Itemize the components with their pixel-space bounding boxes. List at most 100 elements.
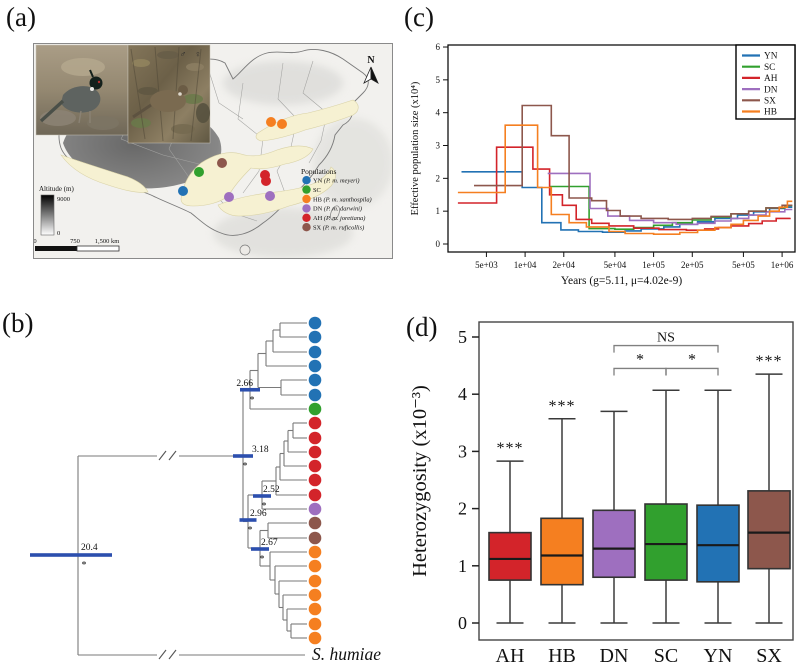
break-slash (158, 649, 167, 660)
scalebar-black-segment (35, 246, 77, 251)
tree-tip-SC (308, 402, 322, 416)
legend-label-HB: HB (764, 108, 777, 118)
map-panel: Altitude (m) 9000 0 0 750 1,500 km N ♂ ♀ Populati… (33, 43, 393, 259)
north-label: N (367, 55, 375, 66)
panel-d-label: (d) (406, 312, 438, 342)
node-support-n267: * (260, 554, 265, 565)
node-support-n318: * (243, 461, 248, 472)
root-age-bar (30, 553, 112, 557)
node-age-label-n252: 2.52 (263, 485, 280, 495)
female-photo (127, 44, 211, 144)
node-support-n296: * (248, 525, 253, 536)
tree-tip-SX (308, 531, 322, 545)
branch-break-marks (158, 450, 177, 660)
altitude-min-label: 0 (57, 230, 60, 237)
box-SC (644, 503, 688, 581)
heterozygosity-boxplot-panel: 0 1 2 3 4 5 Heterozygosity (x10⁻³) *** AH *** HB DN… (409, 321, 794, 667)
scalebar-0-label: 0 (33, 238, 36, 245)
sig-bracket-2 (613, 344, 719, 353)
x-tick-label: 1e+05 (642, 260, 665, 270)
taiwan-island (330, 205, 340, 221)
tree-tip-DN (308, 502, 322, 516)
node-age-bar-n318 (233, 454, 253, 458)
legend-label-YN: YN (764, 52, 778, 62)
male-bird-silhouette (61, 86, 101, 113)
female-bird-silhouette (132, 85, 188, 119)
chart-legend-box (735, 44, 796, 120)
altitude-max-label: 9000 (57, 196, 70, 203)
x-tick-label: 2e+04 (552, 260, 575, 270)
box-SX (747, 490, 791, 570)
legend-label-YN: YN (P. m. meyeri) (313, 178, 360, 185)
legend-label-SC: SC (764, 63, 775, 73)
legend-dot-AH (302, 213, 311, 222)
tree-tip-HB (308, 631, 322, 645)
break-slash (158, 450, 167, 461)
tree-tip-HB (308, 545, 322, 559)
phylogenetic-tree-panel: 2.66*3.18*2.52*2.96*2.67*20.4*S. humiae (30, 316, 381, 664)
sig-stars-AH: *** (497, 440, 524, 457)
legend-label-DN: DN (P. m. darwini) (313, 206, 362, 213)
sig-bracket-1 (665, 367, 719, 376)
x-tick-label: 1e+04 (514, 260, 537, 270)
psmc-line-DN (547, 172, 793, 226)
legend-dot-SC (302, 185, 311, 194)
node-age-label-n267: 2.67 (261, 538, 278, 548)
category-label-DN: DN (600, 645, 629, 667)
node-age-bar-n267 (251, 547, 269, 551)
y-tick-label: 4 (458, 384, 467, 404)
psmc-line-YN (461, 171, 793, 233)
node-age-label-n296: 2.96 (250, 509, 267, 519)
site-dot-DN (265, 191, 275, 201)
legend-label-HB: HB (P. m. xanthospila) (313, 196, 372, 203)
y-tick-label: 0 (458, 613, 467, 633)
tree-tip-AH (308, 416, 322, 430)
break-slash (168, 649, 177, 660)
tree-tip-YN (308, 359, 322, 373)
node-support-n266: * (250, 395, 255, 406)
category-label-YN: YN (704, 645, 733, 667)
tree-tip-YN (308, 345, 322, 359)
y-tick-label: 5 (458, 327, 467, 347)
legend-label-SC: SC (313, 187, 321, 194)
x-tick-label: 5e+04 (604, 260, 627, 270)
site-dot-AH (261, 176, 271, 186)
site-dot-HB (277, 119, 287, 129)
legend-dot-YN (302, 176, 311, 185)
psmc-line-HB (457, 124, 793, 235)
y-axis-title: Heterozygosity (x10⁻³) (409, 385, 431, 577)
x-tick-label: 5e+05 (732, 260, 755, 270)
y-tick-label: 5 (436, 75, 441, 85)
tree-tip-AH (308, 459, 322, 473)
site-dot-DN (224, 192, 234, 202)
x-tick-label: 1e+06 (771, 260, 794, 270)
y-tick-label: 6 (436, 42, 441, 52)
male-photo (35, 44, 129, 136)
tree-tip-SX (308, 516, 322, 530)
altitude-legend-title: Altitude (m) (39, 185, 74, 193)
sig-bracket-label-0: * (636, 351, 644, 368)
y-tick-label: 0 (436, 239, 441, 249)
tree-tip-AH (308, 431, 322, 445)
plot-frame (478, 321, 794, 641)
node-age-bar-n266 (240, 387, 260, 392)
root-age-label: 20.4 (81, 543, 98, 553)
sig-bracket-0 (613, 367, 667, 376)
panel-b-label: (b) (2, 308, 34, 338)
y-tick-label: 3 (436, 141, 441, 151)
psmc-line-SX (474, 104, 793, 221)
node-support-n252: * (262, 501, 267, 512)
tree-tip-HB (308, 617, 322, 631)
box-HB (540, 517, 584, 586)
panel-a-label: (a) (6, 2, 36, 32)
tree-tip-YN (308, 373, 322, 387)
panel-c-label: (c) (404, 2, 434, 32)
species-range (60, 99, 359, 217)
tree-tip-HB (308, 559, 322, 573)
psmc-chart-panel: 0 1 2 3 4 5 6 5e+03 1e+04 2e+04 5e+04 1e+05 2e+05 5e+… (410, 42, 796, 287)
sig-bracket-label-1: * (688, 351, 696, 368)
hainan-island (239, 244, 251, 256)
y-tick-label: 1 (436, 206, 441, 216)
node-age-label-n318: 3.18 (252, 445, 269, 455)
y-tick-label: 3 (458, 441, 467, 461)
